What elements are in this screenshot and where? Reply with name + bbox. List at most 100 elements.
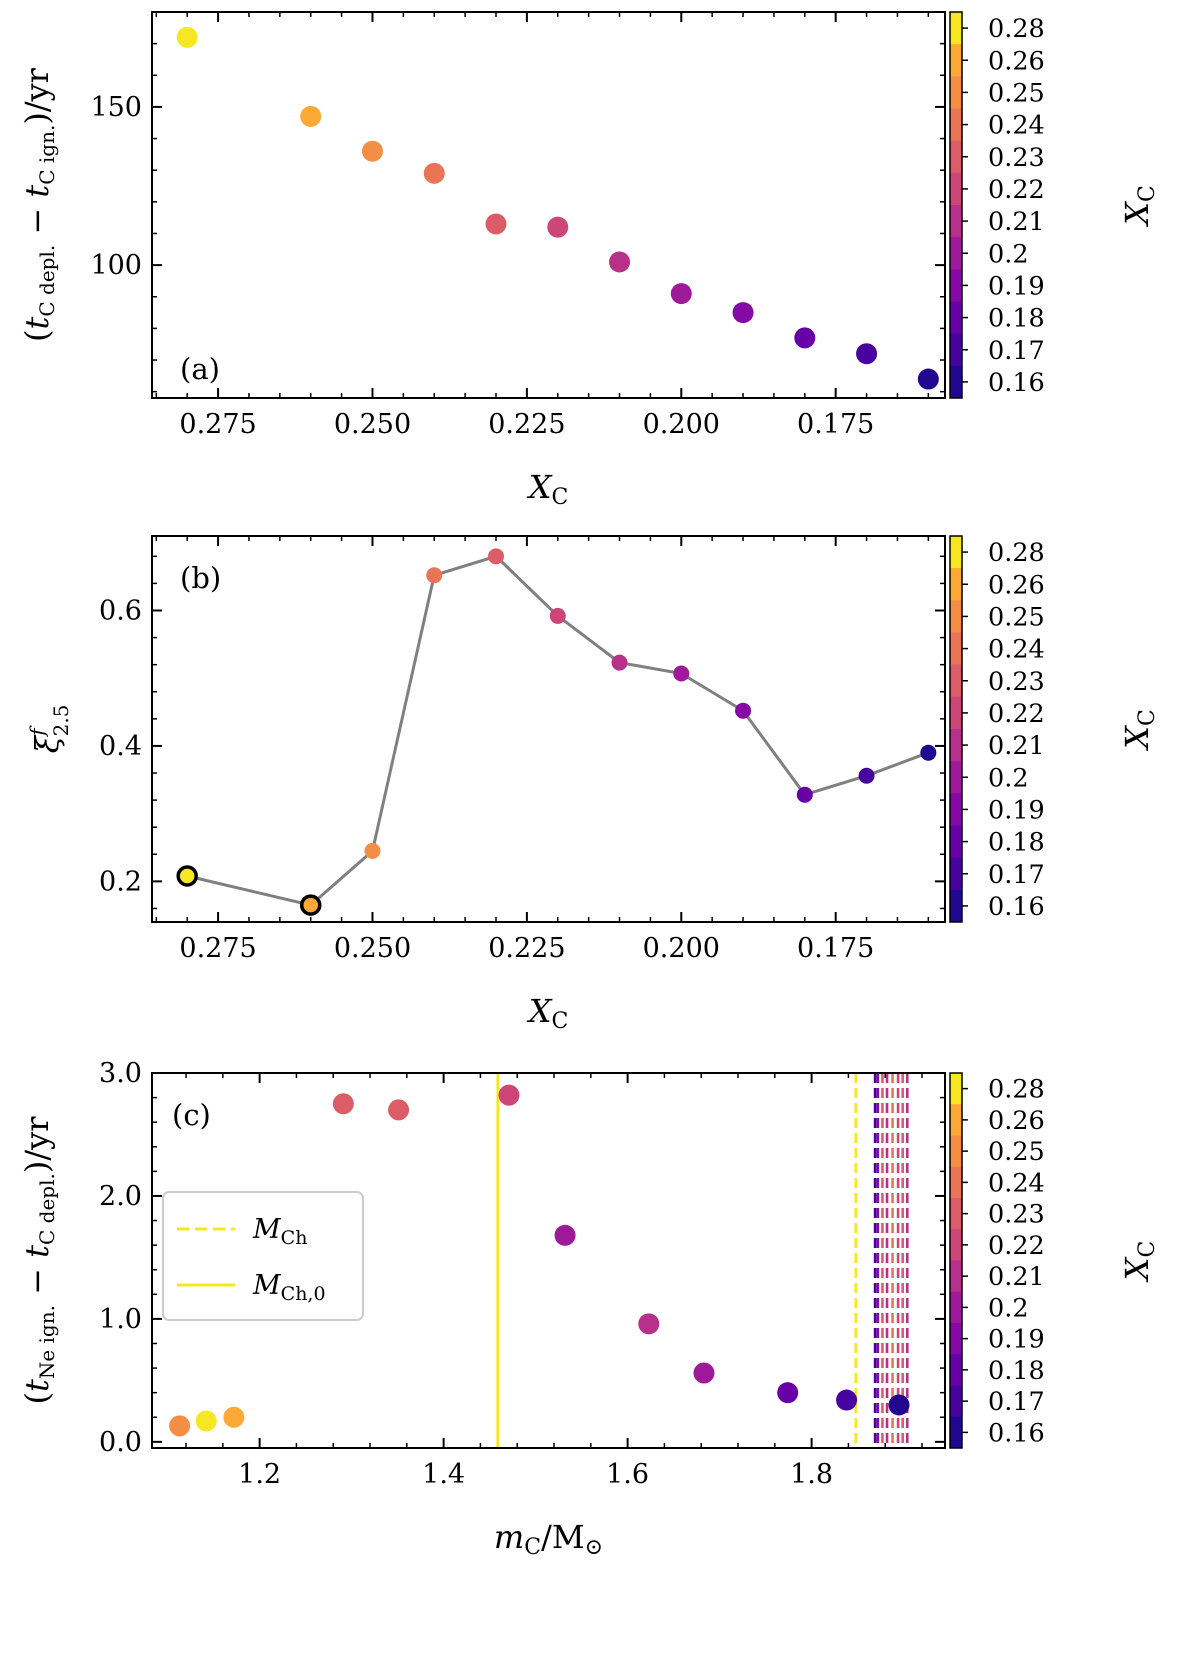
data-point-b-3 bbox=[426, 567, 443, 584]
colorbar-tick-label: 0.18 bbox=[988, 828, 1045, 858]
colorbar-segment bbox=[950, 1323, 962, 1355]
colorbar-title: XC bbox=[1118, 185, 1160, 228]
colorbar-tick-label: 0.25 bbox=[988, 78, 1045, 108]
data-point-a-7 bbox=[670, 283, 692, 305]
data-point-c-2 bbox=[223, 1406, 245, 1428]
legend-sub: Ch bbox=[281, 1227, 308, 1249]
legend-label-0: MCh bbox=[252, 1214, 307, 1249]
data-point-b-2 bbox=[364, 842, 381, 859]
colorbar-tick-label: 0.2 bbox=[988, 239, 1029, 269]
plot-area bbox=[176, 26, 939, 390]
x-tick-label: 0.175 bbox=[797, 409, 874, 440]
data-point-b-11 bbox=[920, 744, 937, 761]
data-point-b-7 bbox=[673, 665, 690, 682]
colorbar-tick-label: 0.23 bbox=[988, 143, 1045, 173]
colorbar-segment bbox=[950, 632, 962, 666]
data-point-a-2 bbox=[361, 140, 383, 162]
colorbar-segment bbox=[950, 889, 962, 923]
colorbar-segment bbox=[950, 857, 962, 891]
data-point-c-5 bbox=[498, 1084, 520, 1106]
x-tick-label: 1.6 bbox=[606, 1459, 649, 1490]
colorbar-tick-label: 0.28 bbox=[988, 14, 1045, 44]
colorbar-segment bbox=[950, 365, 962, 399]
legend-box bbox=[162, 1191, 364, 1321]
data-point-c-11 bbox=[888, 1394, 910, 1416]
colorbar-tick-label: 0.21 bbox=[988, 1262, 1045, 1292]
legend-label-1: MCh,0 bbox=[252, 1270, 326, 1305]
colorbar-segment bbox=[950, 536, 962, 569]
data-point-a-8 bbox=[732, 302, 754, 324]
colorbar-tick-label: 0.17 bbox=[988, 336, 1045, 366]
data-point-a-4 bbox=[485, 213, 507, 235]
colorbar-tick-label: 0.19 bbox=[988, 271, 1045, 301]
plot-area bbox=[176, 548, 937, 916]
colorbar-tick-label: 0.17 bbox=[988, 860, 1045, 890]
colorbar-tick-label: 0.23 bbox=[988, 667, 1045, 697]
colorbar-frame bbox=[949, 535, 963, 923]
colorbar-segment bbox=[950, 1291, 962, 1324]
x-tick-label: 1.8 bbox=[790, 1459, 833, 1490]
y-title-sub: 2.5 bbox=[49, 705, 73, 737]
colorbar-tick-label: 0.26 bbox=[988, 570, 1045, 600]
colorbar-title-x: X bbox=[1118, 725, 1156, 752]
y-tick-label: 2.0 bbox=[99, 1181, 142, 1212]
data-point-b-1 bbox=[299, 894, 322, 916]
data-point-c-10 bbox=[836, 1389, 858, 1411]
y-title-close: )/yr bbox=[18, 67, 56, 124]
colorbar-tick-label: 0.21 bbox=[988, 207, 1045, 237]
colorbar-segment bbox=[950, 172, 962, 206]
panel-tag-b: (b) bbox=[180, 561, 221, 595]
colorbar-segment bbox=[950, 761, 962, 794]
colorbar-segment bbox=[950, 205, 962, 238]
data-point-a-6 bbox=[609, 251, 631, 273]
colorbar-frame bbox=[949, 11, 963, 399]
data-point-a-10 bbox=[856, 343, 878, 365]
colorbar-tick-label: 0.18 bbox=[988, 1356, 1045, 1386]
x-tick-label: 1.4 bbox=[422, 1459, 465, 1490]
colorbar-title-sub: C bbox=[1135, 1241, 1160, 1258]
data-point-a-3 bbox=[423, 162, 445, 184]
data-point-a-9 bbox=[794, 327, 816, 349]
colorbar-title: XC bbox=[1118, 1241, 1160, 1284]
colorbar-segment bbox=[950, 825, 962, 859]
data-point-c-0 bbox=[169, 1415, 191, 1437]
colorbar-segment bbox=[950, 793, 962, 826]
y-title-sub1: C depl. bbox=[35, 245, 59, 317]
x-tick-label: 0.275 bbox=[179, 409, 256, 440]
y-title-sub1: Ne ign. bbox=[35, 1305, 59, 1379]
y-tick-label: 0.6 bbox=[99, 595, 142, 626]
y-title-minus: − bbox=[18, 198, 56, 245]
colorbar-tick-label: 0.22 bbox=[988, 175, 1045, 205]
colorbar-tick-label: 0.17 bbox=[988, 1387, 1045, 1417]
data-point-a-5 bbox=[547, 216, 569, 238]
colorbar-tick-label: 0.28 bbox=[988, 1075, 1045, 1105]
y-title-sup: f bbox=[25, 725, 49, 738]
data-point-a-1 bbox=[300, 105, 322, 127]
data-point-c-8 bbox=[693, 1362, 715, 1384]
x-axis-title: mC/M⊙ bbox=[494, 1518, 603, 1560]
colorbar-tick-label: 0.23 bbox=[988, 1200, 1045, 1230]
x-title-x: X bbox=[526, 468, 553, 506]
panel-tag-c: (c) bbox=[172, 1098, 211, 1132]
colorbar-tick-label: 0.22 bbox=[988, 1231, 1045, 1261]
colorbar-segment bbox=[950, 1073, 962, 1105]
x-tick-label: 0.250 bbox=[334, 933, 411, 964]
colorbar-a: 0.280.260.250.240.230.220.210.20.190.180… bbox=[949, 11, 1160, 399]
colorbar-segment bbox=[950, 333, 962, 367]
colorbar-frame bbox=[949, 1072, 963, 1449]
y-tick-label: 100 bbox=[90, 250, 142, 281]
y-title-sub2: C depl. bbox=[35, 1173, 59, 1245]
y-title-xi: ξ bbox=[28, 734, 66, 753]
colorbar-title-sub: C bbox=[1135, 709, 1160, 726]
x-axis-title: XC bbox=[526, 468, 569, 510]
y-title-minus: − bbox=[18, 1258, 56, 1305]
colorbar-segment bbox=[950, 237, 962, 270]
colorbar-segment bbox=[950, 1229, 962, 1261]
x-title-rest: /M bbox=[541, 1518, 585, 1556]
y-title-open: ( bbox=[18, 330, 56, 342]
colorbar-tick-label: 0.24 bbox=[988, 635, 1045, 665]
colorbar-segment bbox=[950, 269, 962, 302]
colorbar-segment bbox=[950, 44, 962, 77]
colorbar-segment bbox=[950, 1135, 962, 1168]
colorbar-segment bbox=[950, 664, 962, 698]
